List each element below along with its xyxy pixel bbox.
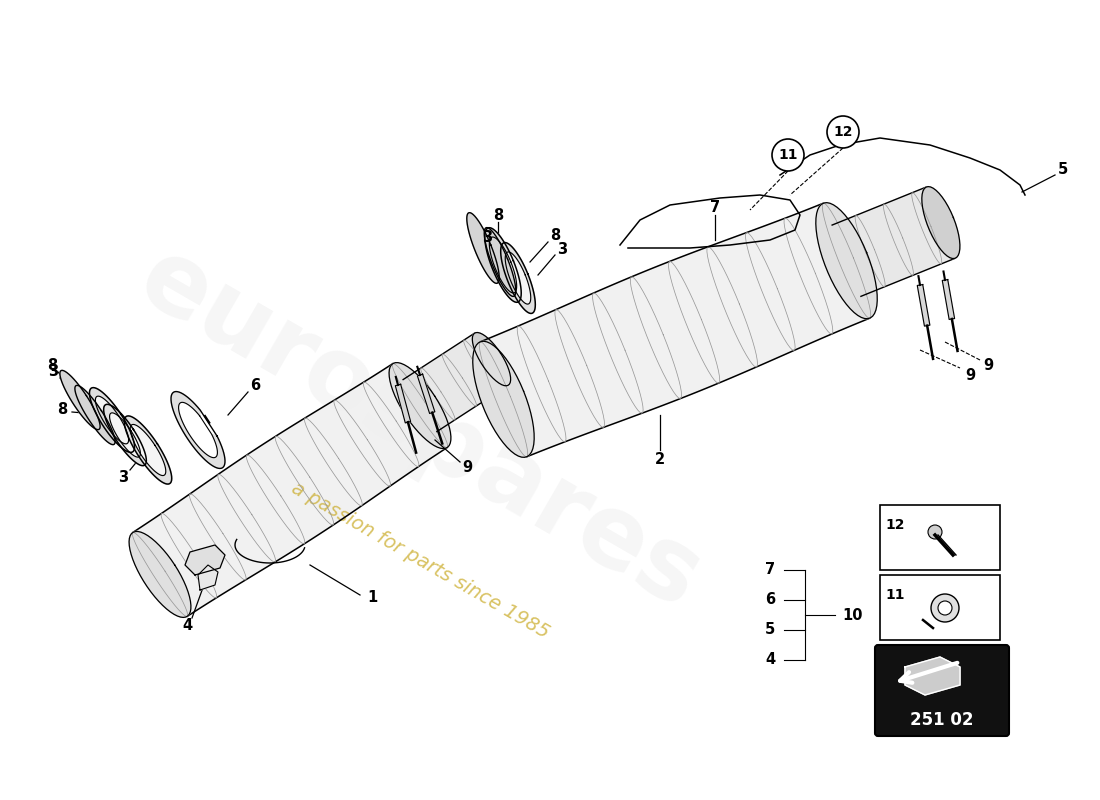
Text: 8: 8 — [57, 402, 67, 418]
Text: 11: 11 — [779, 148, 798, 162]
Text: 9: 9 — [965, 367, 975, 382]
Polygon shape — [103, 404, 146, 466]
Text: 7: 7 — [710, 199, 720, 214]
Polygon shape — [129, 531, 191, 618]
Text: 7: 7 — [764, 562, 776, 578]
Text: 8: 8 — [550, 227, 560, 242]
Text: 3: 3 — [118, 470, 128, 485]
Polygon shape — [124, 416, 172, 484]
Polygon shape — [170, 391, 226, 469]
Polygon shape — [485, 228, 521, 302]
Polygon shape — [917, 285, 930, 326]
Text: 8: 8 — [493, 207, 503, 222]
Polygon shape — [473, 342, 535, 458]
Text: 8: 8 — [47, 358, 57, 374]
Text: 4: 4 — [182, 618, 192, 634]
Polygon shape — [89, 388, 134, 452]
Text: 5: 5 — [764, 622, 776, 638]
Text: 3: 3 — [48, 365, 58, 379]
Polygon shape — [389, 362, 451, 449]
Polygon shape — [832, 187, 955, 296]
Polygon shape — [59, 370, 100, 430]
Text: 11: 11 — [886, 588, 904, 602]
Polygon shape — [133, 364, 448, 616]
Text: 3: 3 — [482, 230, 492, 245]
Text: eurospares: eurospares — [122, 230, 718, 630]
Text: 10: 10 — [843, 607, 864, 622]
Circle shape — [938, 601, 952, 615]
Polygon shape — [500, 242, 536, 314]
Text: 9: 9 — [462, 461, 472, 475]
Bar — [880, 575, 1000, 640]
Polygon shape — [484, 228, 516, 297]
Text: 6: 6 — [250, 378, 260, 394]
Polygon shape — [130, 425, 166, 475]
Circle shape — [928, 525, 942, 539]
Text: 12: 12 — [886, 518, 904, 532]
Polygon shape — [472, 333, 510, 386]
Bar — [880, 505, 1000, 570]
Text: a passion for parts since 1985: a passion for parts since 1985 — [288, 478, 552, 642]
Polygon shape — [481, 203, 870, 457]
Polygon shape — [466, 213, 499, 283]
Polygon shape — [185, 545, 226, 575]
Text: 4: 4 — [764, 653, 776, 667]
Text: 6: 6 — [764, 593, 776, 607]
Polygon shape — [922, 186, 960, 258]
FancyBboxPatch shape — [874, 645, 1009, 736]
Circle shape — [931, 594, 959, 622]
Polygon shape — [395, 384, 410, 423]
Polygon shape — [816, 202, 877, 318]
Polygon shape — [96, 396, 129, 444]
Polygon shape — [490, 237, 517, 293]
Polygon shape — [75, 386, 116, 445]
Circle shape — [827, 116, 859, 148]
Polygon shape — [943, 279, 955, 319]
Polygon shape — [905, 657, 960, 695]
Text: 251 02: 251 02 — [911, 711, 974, 729]
Polygon shape — [403, 333, 508, 431]
Text: 9: 9 — [983, 358, 993, 373]
Polygon shape — [417, 374, 434, 414]
Polygon shape — [110, 413, 141, 457]
Text: 3: 3 — [557, 242, 568, 257]
Polygon shape — [505, 252, 531, 304]
Circle shape — [772, 139, 804, 171]
Polygon shape — [198, 565, 218, 590]
Text: 5: 5 — [1058, 162, 1068, 178]
Text: 1: 1 — [367, 590, 377, 606]
Text: 12: 12 — [834, 125, 852, 139]
Text: 2: 2 — [654, 453, 666, 467]
